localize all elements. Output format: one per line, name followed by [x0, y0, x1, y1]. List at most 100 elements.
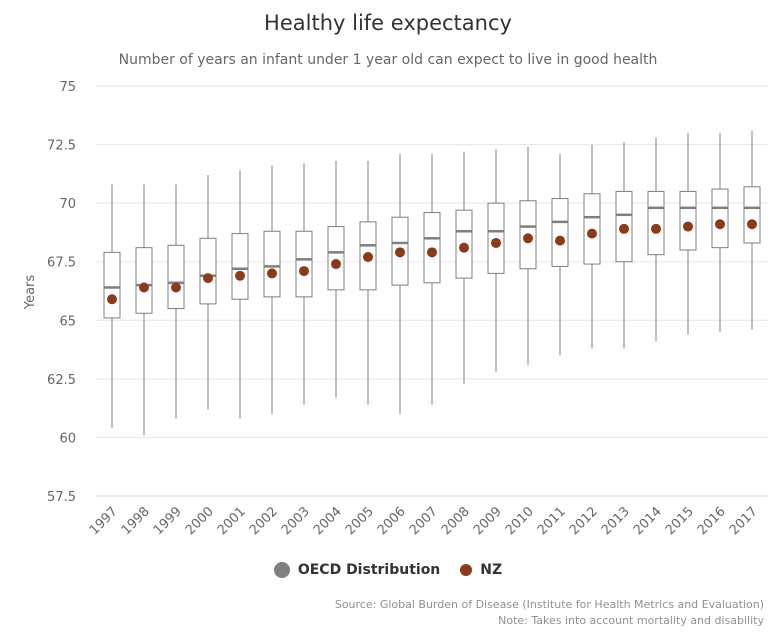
legend: OECD Distribution NZ — [0, 562, 776, 578]
x-tick-label: 2007 — [407, 504, 441, 538]
y-tick-label: 57.5 — [47, 490, 76, 505]
box-2015 — [679, 132, 697, 335]
nz-point-2014 — [651, 223, 661, 234]
nz-point-1997 — [107, 294, 117, 305]
box-body — [167, 244, 185, 310]
nz-point-2003 — [299, 266, 309, 277]
legend-item-oecd[interactable]: OECD Distribution — [273, 562, 441, 578]
box-2009 — [487, 149, 505, 372]
methodology-note: Note: Takes into account mortality and d… — [498, 614, 764, 627]
x-tick-label: 2009 — [471, 504, 505, 538]
legend-symbol-oecd — [273, 562, 290, 578]
x-tick-label: 2000 — [183, 504, 217, 538]
x-tick-label: 2004 — [311, 504, 345, 538]
x-tick-label: 1999 — [151, 504, 185, 538]
box-2008 — [455, 151, 473, 384]
x-tick-label: 2012 — [567, 504, 601, 538]
y-tick-label: 65 — [59, 314, 76, 329]
y-tick-label: 67.5 — [47, 256, 76, 271]
box-2016 — [711, 132, 729, 332]
nz-point-2015 — [683, 221, 693, 232]
box-body — [295, 230, 313, 298]
nz-point-2012 — [587, 228, 597, 239]
x-axis-labels: 1997199819992000200120022003200420052006… — [87, 504, 761, 538]
legend-symbol-nz — [460, 564, 473, 576]
box-2012 — [583, 144, 601, 349]
x-tick-label: 2008 — [439, 504, 473, 538]
source-note: Source: Global Burden of Disease (Instit… — [334, 598, 764, 611]
legend-item-nz[interactable]: NZ — [460, 562, 502, 578]
box-series — [103, 130, 761, 436]
box-body — [551, 197, 569, 267]
box-2007 — [423, 153, 441, 405]
legend-label-oecd: OECD Distribution — [297, 562, 441, 578]
x-tick-label: 1998 — [119, 504, 153, 538]
x-tick-label: 2015 — [663, 504, 697, 538]
y-tick-label: 75 — [59, 80, 76, 95]
box-2006 — [391, 153, 409, 414]
x-tick-label: 2002 — [247, 504, 281, 538]
x-tick-label: 2003 — [279, 504, 313, 538]
chart-title: Healthy life expectancy — [264, 11, 512, 35]
y-tick-label: 60 — [59, 431, 76, 446]
nz-point-2006 — [395, 247, 405, 258]
box-1998 — [135, 184, 153, 436]
nz-point-2002 — [267, 268, 277, 279]
box-body — [679, 190, 697, 251]
nz-point-2000 — [203, 273, 213, 284]
x-tick-label: 2016 — [695, 504, 729, 538]
y-tick-label: 72.5 — [47, 139, 76, 154]
y-axis-labels: 57.5 60 62.5 65 67.5 70 72.5 75 — [47, 80, 76, 505]
box-2017 — [743, 130, 761, 330]
nz-point-2016 — [715, 219, 725, 230]
nz-point-2007 — [427, 247, 437, 258]
nz-point-2010 — [523, 233, 533, 244]
box-2003 — [295, 163, 313, 405]
nz-point-2001 — [235, 270, 245, 281]
box-1997 — [103, 184, 121, 429]
box-body — [743, 186, 761, 244]
chart-subtitle: Number of years an infant under 1 year o… — [119, 52, 658, 68]
nz-point-2011 — [555, 235, 565, 246]
nz-point-2017 — [747, 219, 757, 230]
y-tick-label: 70 — [59, 197, 76, 212]
box-body — [711, 188, 729, 249]
x-tick-label: 2014 — [631, 504, 665, 538]
nz-point-2005 — [363, 252, 373, 263]
y-tick-label: 62.5 — [47, 373, 76, 388]
box-2014 — [647, 137, 665, 342]
box-2005 — [359, 160, 377, 405]
box-2011 — [551, 153, 569, 356]
nz-point-2004 — [331, 259, 341, 270]
box-2013 — [615, 142, 633, 349]
box-body — [647, 190, 665, 256]
box-2001 — [231, 170, 249, 419]
box-2000 — [199, 175, 217, 410]
nz-point-2009 — [491, 237, 501, 248]
x-tick-label: 2010 — [503, 504, 537, 538]
x-tick-label: 2006 — [375, 504, 409, 538]
x-tick-label: 2001 — [215, 504, 249, 538]
box-2010 — [519, 146, 537, 365]
nz-point-1999 — [171, 282, 181, 293]
box-body — [103, 251, 121, 319]
x-tick-label: 2017 — [727, 504, 761, 538]
box-1999 — [167, 184, 185, 419]
legend-label-nz: NZ — [480, 562, 503, 578]
x-tick-label: 2013 — [599, 504, 633, 538]
chart-credits: Source: Global Burden of Disease (Instit… — [335, 597, 764, 629]
nz-point-1998 — [139, 282, 149, 293]
x-tick-label: 1997 — [87, 504, 121, 538]
box-body — [327, 226, 345, 291]
y-axis-title: Years — [23, 275, 38, 311]
box-body — [231, 233, 249, 300]
nz-series — [107, 219, 757, 305]
x-tick-label: 2005 — [343, 504, 377, 538]
box-2004 — [327, 160, 345, 398]
box-body — [199, 237, 217, 305]
box-body — [135, 247, 153, 314]
nz-point-2013 — [619, 223, 629, 234]
nz-point-2008 — [459, 242, 469, 253]
box-2002 — [263, 165, 281, 414]
